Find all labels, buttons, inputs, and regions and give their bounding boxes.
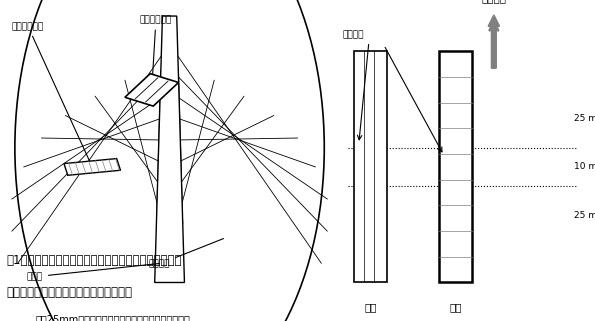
- Text: 直交: 直交: [449, 302, 462, 312]
- Text: 25 mm: 25 mm: [574, 211, 595, 220]
- Polygon shape: [155, 16, 184, 282]
- Text: 引張方向: 引張方向: [481, 0, 506, 3]
- Text: 図1　（左）キャベツ第五葉から試料片調製の模式図．: 図1 （左）キャベツ第五葉から試料片調製の模式図．: [6, 254, 181, 266]
- Bar: [354, 51, 387, 282]
- Text: 平行用試験片: 平行用試験片: [12, 22, 91, 164]
- Bar: [64, 159, 121, 175]
- Text: 10 mm: 10 mm: [574, 162, 595, 171]
- Text: 平行: 平行: [364, 302, 377, 312]
- Text: 第二葉脈: 第二葉脈: [149, 239, 224, 268]
- Bar: [439, 51, 472, 282]
- Text: （右）試験片と引張方向の関係．: （右）試験片と引張方向の関係．: [6, 286, 132, 299]
- Text: 25 mm: 25 mm: [574, 114, 595, 123]
- Text: 上下25mm部分をチャックで挟み引っ張り破壊する．: 上下25mm部分をチャックで挟み引っ張り破壊する．: [36, 315, 190, 321]
- Text: 直交用試験片: 直交用試験片: [140, 15, 172, 87]
- Text: 主葉脈: 主葉脈: [27, 264, 159, 281]
- Text: 第二葉脈: 第二葉脈: [342, 31, 364, 40]
- Bar: [125, 74, 178, 106]
